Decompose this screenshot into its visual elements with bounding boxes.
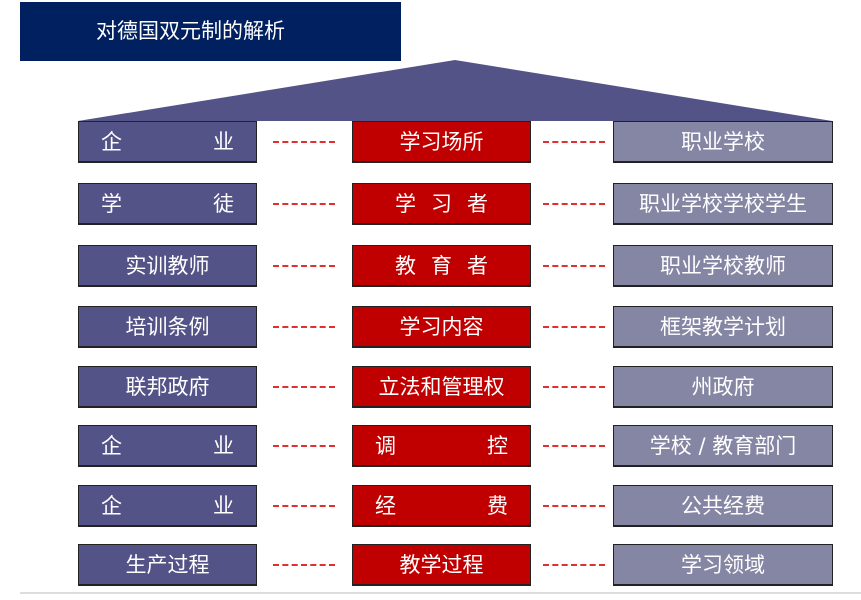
connector-dash [273,265,335,267]
diagram-row: 企业 调控 学校 / 教育部门 [0,425,861,467]
connector-dash [273,564,335,566]
diagram-row: 培训条例 学习内容 框架教学计划 [0,306,861,348]
enterprise-side-box: 实训教师 [78,245,257,287]
diagram-row: 企业 学习场所 职业学校 [0,121,861,163]
connector-dash [273,445,335,447]
roof-shape [78,60,832,121]
connector-dash [273,141,335,143]
connector-dash [543,386,605,388]
aspect-box: 学习内容 [352,306,531,348]
diagram-row: 实训教师 教育者 职业学校教师 [0,245,861,287]
connector-dash [543,326,605,328]
connector-dash [543,445,605,447]
school-side-box: 学校 / 教育部门 [613,425,833,467]
aspect-box: 立法和管理权 [352,366,531,408]
school-side-box: 职业学校教师 [613,245,833,287]
footer-divider [20,592,861,594]
aspect-box: 学习场所 [352,121,531,163]
aspect-box: 教学过程 [352,544,531,586]
aspect-box: 经费 [352,485,531,527]
aspect-box: 教育者 [352,245,531,287]
diagram-row: 企业 经费 公共经费 [0,485,861,527]
enterprise-side-box: 企业 [78,485,257,527]
connector-dash [543,265,605,267]
school-side-box: 职业学校 [613,121,833,163]
connector-dash [273,386,335,388]
enterprise-side-box: 培训条例 [78,306,257,348]
enterprise-side-box: 联邦政府 [78,366,257,408]
school-side-box: 学习领域 [613,544,833,586]
connector-dash [543,141,605,143]
slide-title: 对德国双元制的解析 [20,2,401,61]
enterprise-side-box: 学徒 [78,183,257,225]
diagram-row: 联邦政府 立法和管理权 州政府 [0,366,861,408]
enterprise-side-box: 生产过程 [78,544,257,586]
school-side-box: 框架教学计划 [613,306,833,348]
aspect-box: 学习者 [352,183,531,225]
connector-dash [543,564,605,566]
connector-dash [543,505,605,507]
connector-dash [273,505,335,507]
connector-dash [543,203,605,205]
connector-dash [273,326,335,328]
aspect-box: 调控 [352,425,531,467]
enterprise-side-box: 企业 [78,121,257,163]
connector-dash [273,203,335,205]
diagram-row: 生产过程 教学过程 学习领域 [0,544,861,586]
roof-triangle [78,60,832,121]
school-side-box: 公共经费 [613,485,833,527]
school-side-box: 职业学校学校学生 [613,183,833,225]
diagram-row: 学徒 学习者 职业学校学校学生 [0,183,861,225]
school-side-box: 州政府 [613,366,833,408]
enterprise-side-box: 企业 [78,425,257,467]
